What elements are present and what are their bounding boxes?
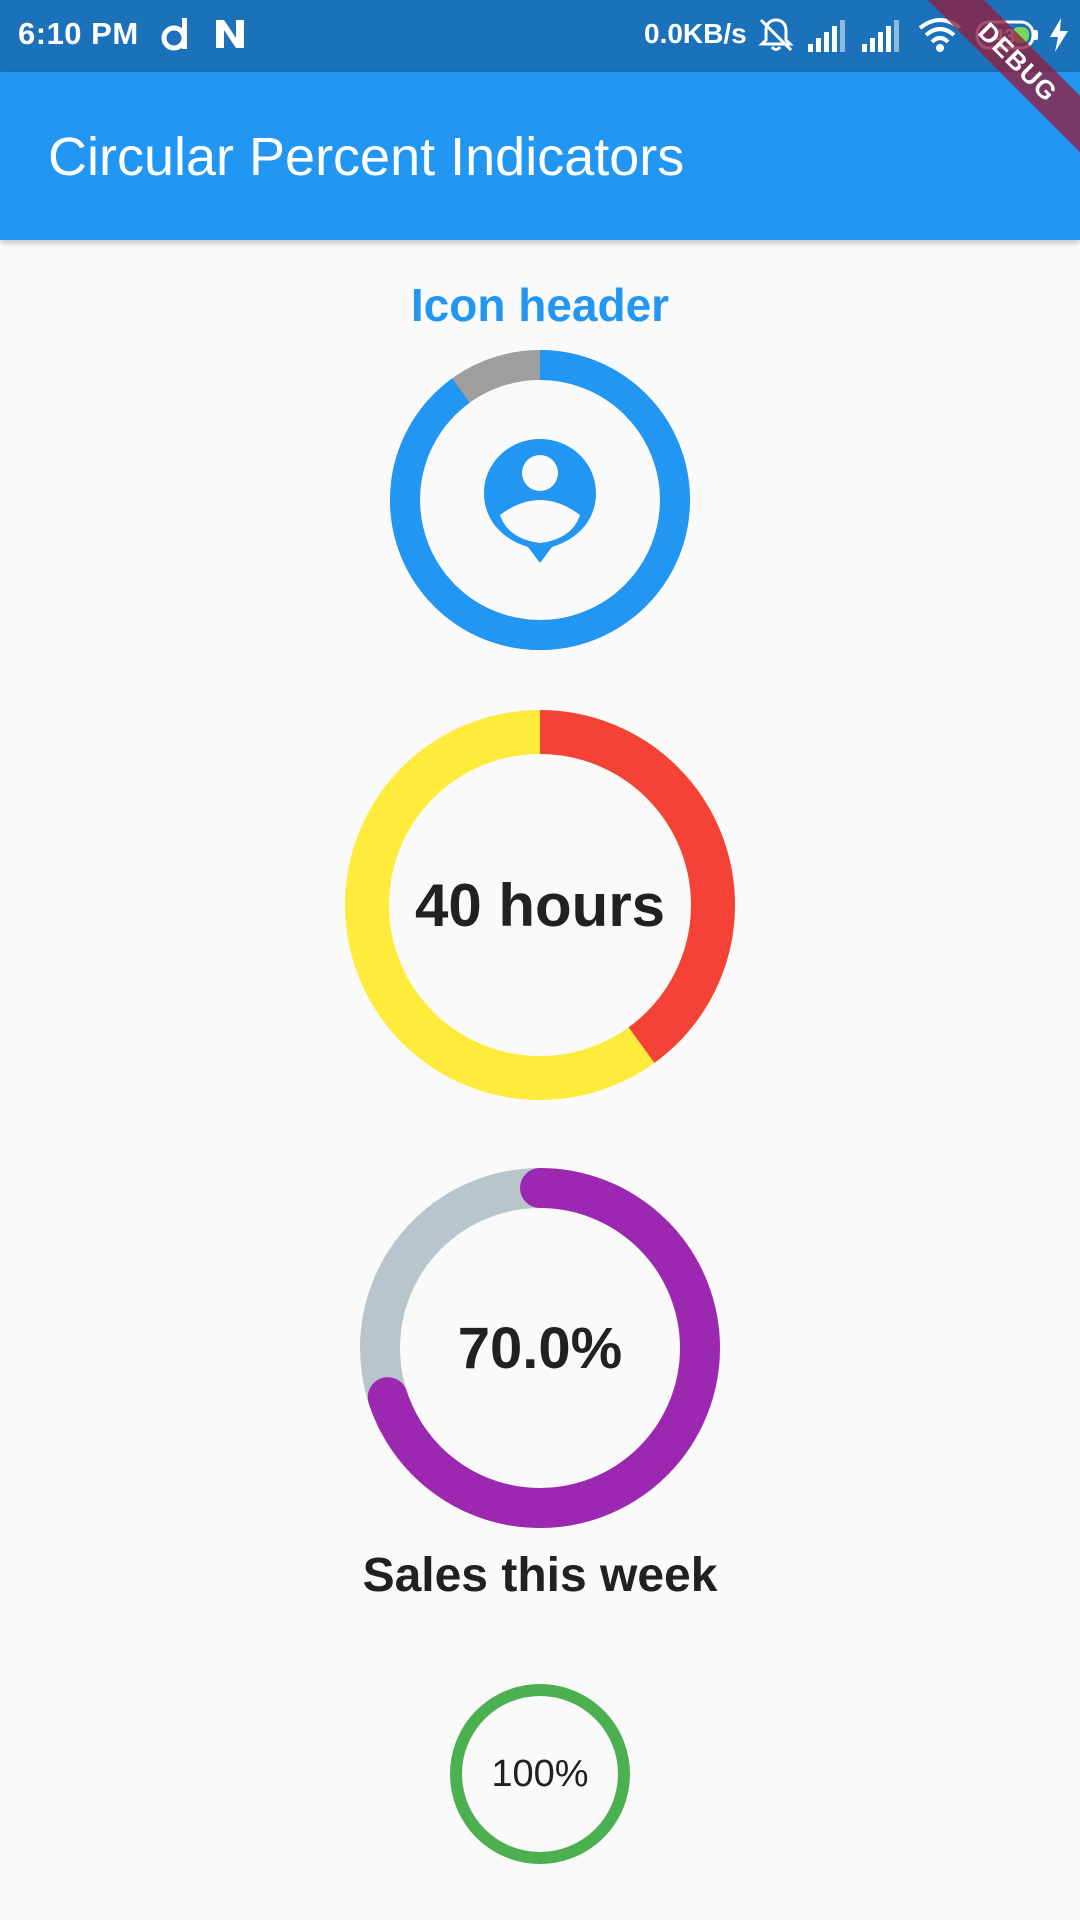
icon-header-label: Icon header <box>410 279 670 331</box>
mute-icon <box>756 16 796 54</box>
network-speed: 0.0KB/s <box>644 18 747 49</box>
battery-icon: 43 <box>974 16 1040 54</box>
battery-level: 43 <box>993 26 1015 48</box>
complete-center-text: 100% <box>491 1752 589 1795</box>
page-title: Circular Percent Indicators <box>48 127 685 187</box>
signal-icon <box>806 16 848 54</box>
content-area: Icon header 40 hours <box>0 240 1080 1920</box>
complete-percent-indicator: 100% <box>450 1684 630 1864</box>
indicator-progress-arc <box>345 710 735 1100</box>
hours-indicator-ring <box>345 710 735 1100</box>
hours-percent-indicator: 40 hours <box>345 710 735 1100</box>
icon-indicator-ring <box>390 350 690 650</box>
sales-footer-label: Sales this week <box>362 1549 718 1602</box>
sales-indicator-ring <box>360 1168 720 1528</box>
app-bar: Circular Percent Indicators <box>0 72 1080 240</box>
icon-percent-indicator <box>390 350 690 650</box>
charging-icon <box>1046 16 1072 54</box>
indicator-progress-arc <box>360 1168 720 1528</box>
signal-icon <box>860 16 902 54</box>
d-app-icon <box>158 14 198 54</box>
hours-center-text: 40 hours <box>414 871 666 939</box>
status-bar: 6:10 PM 0.0KB/s <box>0 0 1080 72</box>
indicator-progress-arc <box>450 1684 630 1864</box>
complete-indicator-ring <box>450 1684 630 1864</box>
indicator-progress-arc <box>390 350 690 650</box>
wifi-icon <box>918 16 962 54</box>
person-pin-icon <box>480 435 600 565</box>
sales-percent-indicator: 70.0% <box>360 1168 720 1528</box>
n-app-icon <box>210 14 250 54</box>
status-time: 6:10 PM <box>18 16 139 51</box>
sales-center-text: 70.0% <box>457 1315 623 1381</box>
